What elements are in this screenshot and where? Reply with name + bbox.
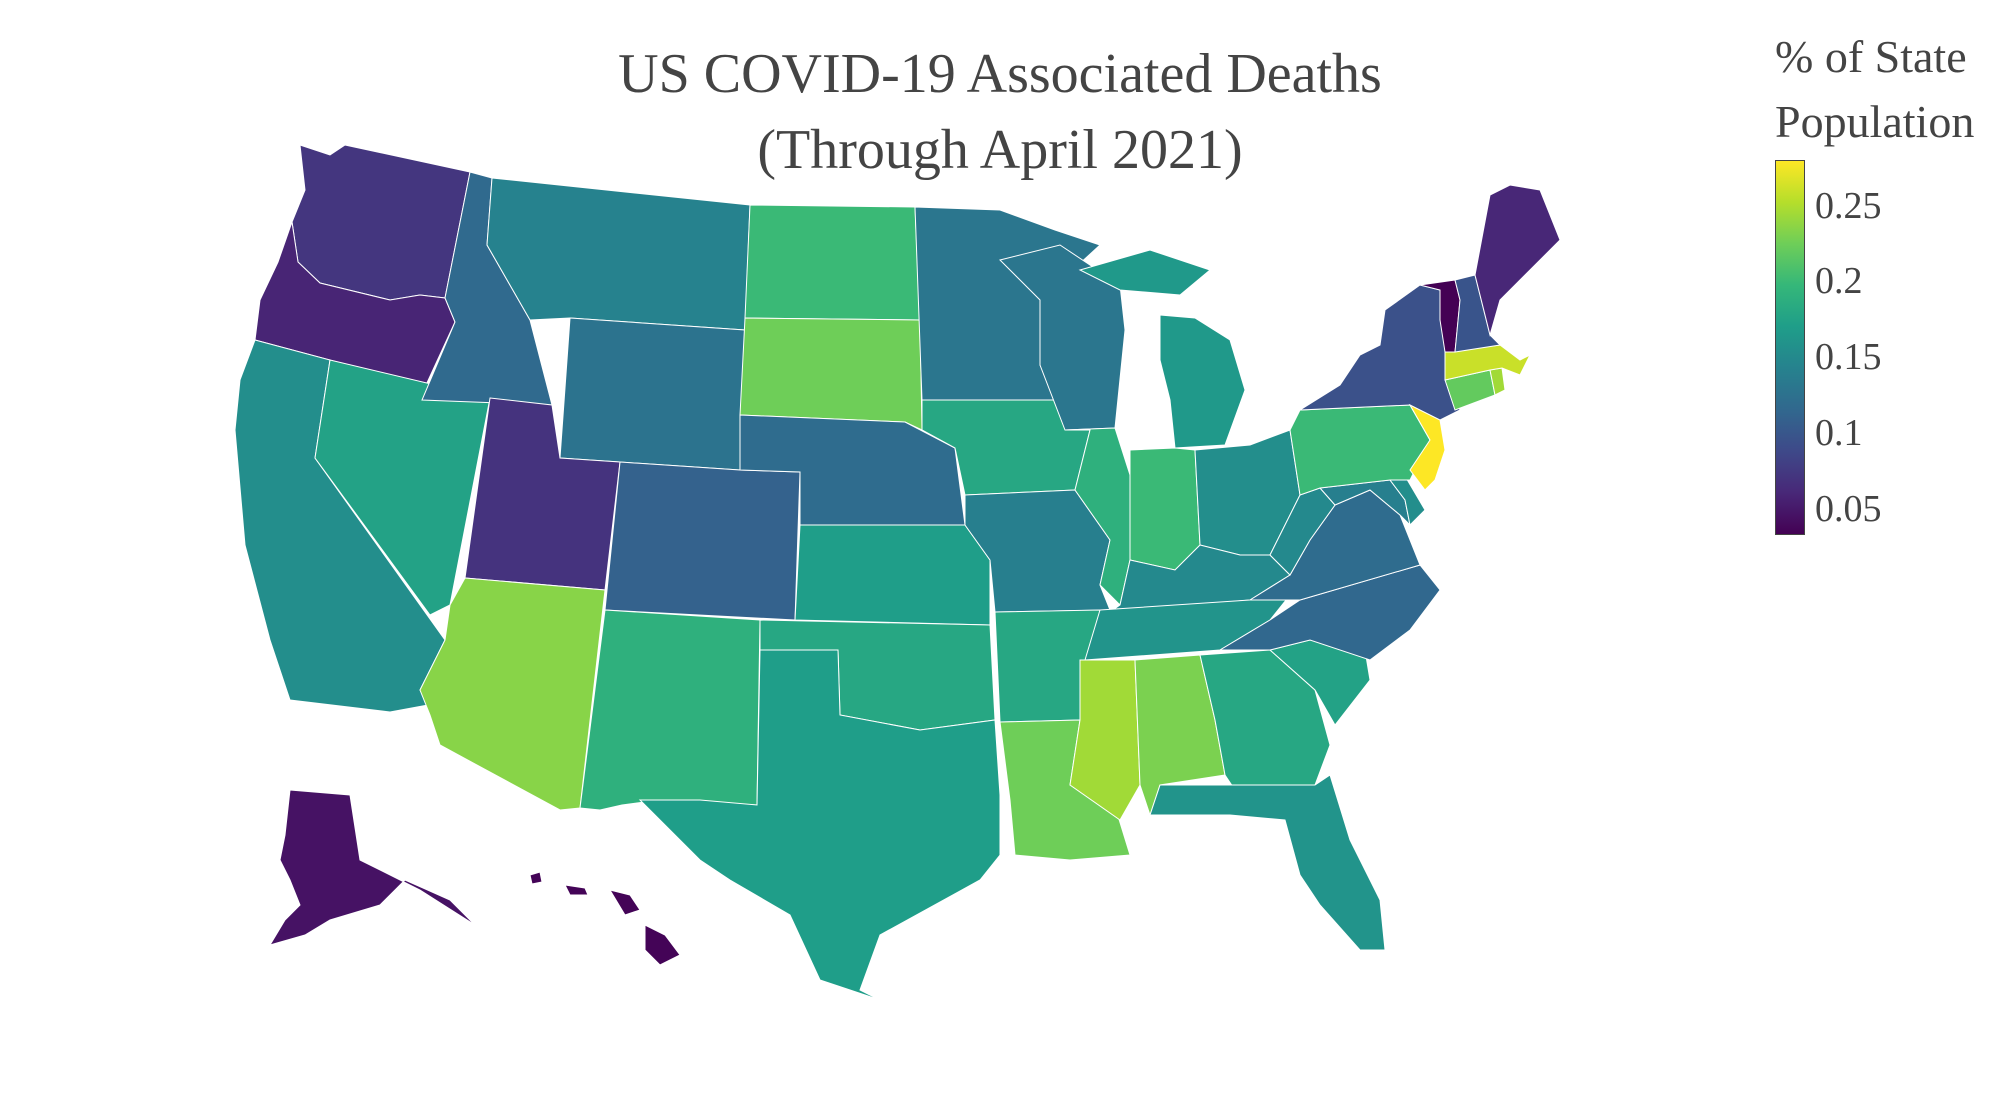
state-me [1474,184,1561,337]
colorbar-tick-0-2: 0.2 [1815,260,1863,303]
colorbar-title-line-2: Population [1775,96,1975,147]
state-mi [1078,249,1246,449]
state-nm [579,609,761,811]
colorbar-tick-0-05: 0.05 [1815,488,1882,531]
state-in [1129,447,1201,571]
state-fl [1149,774,1386,951]
state-nj [1408,403,1446,491]
colorbar-tick-0-25: 0.25 [1815,184,1882,227]
state-ak [268,789,476,946]
state-nd [744,204,921,321]
state-pa [1289,404,1431,496]
state-nc [1218,564,1441,661]
colorbar-gradient [1775,160,1805,535]
state-il [1064,427,1131,606]
state-co [604,461,801,621]
colorbar-tick-0-1: 0.1 [1815,412,1863,455]
state-hi [529,871,681,966]
state-wy [559,317,746,471]
state-ks [794,524,991,626]
colorbar-tick-0-15: 0.15 [1815,336,1882,379]
state-sd [739,317,923,431]
state-az [419,577,606,811]
state-ma [1444,344,1532,381]
map-title-line-1: US COVID-19 Associated Deaths [618,43,1382,105]
state-mt [486,177,751,331]
state-tx [638,649,1001,1001]
map-title-line-2: (Through April 2021) [757,119,1243,181]
colorbar-title-line-1: % of State [1775,31,1967,82]
